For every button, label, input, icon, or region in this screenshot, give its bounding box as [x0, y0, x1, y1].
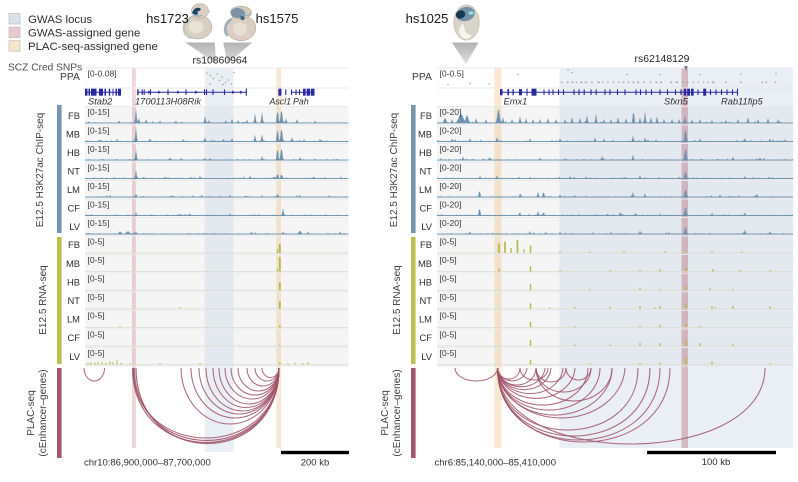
svg-text:MB: MB — [418, 258, 432, 269]
svg-text:PLAC-seq: PLAC-seq — [26, 390, 37, 436]
svg-text:GWAS-assigned gene: GWAS-assigned gene — [28, 27, 140, 39]
svg-text:NT: NT — [68, 166, 81, 177]
svg-text:CF: CF — [68, 332, 81, 343]
svg-text:rs62148129: rs62148129 — [635, 54, 690, 65]
svg-text:SCZ Cred SNPs: SCZ Cred SNPs — [8, 63, 82, 74]
svg-text:FB: FB — [68, 110, 80, 121]
svg-text:[0-5]: [0-5] — [88, 292, 105, 302]
svg-text:(cEnhancer–genes): (cEnhancer–genes) — [38, 369, 49, 456]
svg-text:[0-5]: [0-5] — [440, 329, 457, 339]
svg-text:LV: LV — [421, 351, 433, 362]
svg-text:[0-15]: [0-15] — [88, 125, 110, 135]
svg-text:(cEnhancer–genes): (cEnhancer–genes) — [392, 369, 403, 456]
svg-text:LV: LV — [421, 221, 433, 232]
svg-text:LM: LM — [67, 314, 80, 325]
svg-text:E12.5 H3K27ac ChIP-seq: E12.5 H3K27ac ChIP-seq — [389, 113, 400, 228]
svg-text:HB: HB — [67, 276, 80, 287]
svg-text:[0-15]: [0-15] — [88, 181, 110, 191]
svg-text:[0-15]: [0-15] — [88, 218, 110, 228]
svg-text:NT: NT — [420, 295, 433, 306]
svg-text:chr10:86,900,000–87,700,000: chr10:86,900,000–87,700,000 — [84, 458, 211, 469]
svg-text:LM: LM — [67, 184, 80, 195]
svg-text:[0-5]: [0-5] — [88, 329, 105, 339]
svg-text:LV: LV — [69, 221, 81, 232]
svg-text:MB: MB — [418, 129, 432, 140]
svg-text:[0-20]: [0-20] — [440, 144, 462, 154]
svg-text:Ascl1: Ascl1 — [269, 96, 292, 106]
svg-text:[0-15]: [0-15] — [88, 162, 110, 172]
svg-text:CF: CF — [68, 203, 81, 214]
svg-text:FB: FB — [420, 239, 432, 250]
svg-text:[0-5]: [0-5] — [88, 236, 105, 246]
svg-text:PLAC-seq-assigned gene: PLAC-seq-assigned gene — [28, 41, 158, 53]
svg-text:[0-0.5]: [0-0.5] — [440, 69, 464, 79]
svg-text:[0-20]: [0-20] — [440, 218, 462, 228]
svg-text:MB: MB — [66, 129, 80, 140]
svg-text:[0-15]: [0-15] — [88, 144, 110, 154]
svg-text:1700113H08Rik: 1700113H08Rik — [135, 96, 202, 106]
svg-text:Emx1: Emx1 — [504, 97, 528, 107]
svg-text:Rab11fip5: Rab11fip5 — [721, 97, 764, 107]
svg-text:[0-20]: [0-20] — [440, 181, 462, 191]
svg-text:[0-5]: [0-5] — [440, 255, 457, 265]
svg-text:E12.5 RNA-seq: E12.5 RNA-seq — [38, 265, 49, 334]
svg-text:[0-5]: [0-5] — [440, 236, 457, 246]
svg-text:[0-5]: [0-5] — [88, 255, 105, 265]
svg-text:[0-20]: [0-20] — [440, 199, 462, 209]
svg-text:MB: MB — [66, 258, 80, 269]
svg-text:[0-20]: [0-20] — [440, 107, 462, 117]
svg-text:[0-5]: [0-5] — [440, 311, 457, 321]
svg-text:GWAS locus: GWAS locus — [28, 14, 92, 26]
svg-text:HB: HB — [419, 276, 432, 287]
svg-text:hs1575: hs1575 — [256, 11, 299, 26]
svg-text:chr6:85,140,000–85,410,000: chr6:85,140,000–85,410,000 — [435, 458, 557, 469]
svg-text:[0-5]: [0-5] — [440, 274, 457, 284]
svg-text:[0-5]: [0-5] — [440, 348, 457, 358]
svg-text:LV: LV — [69, 351, 81, 362]
svg-text:[0-20]: [0-20] — [440, 125, 462, 135]
svg-text:NT: NT — [68, 295, 81, 306]
svg-text:HB: HB — [419, 147, 432, 158]
svg-text:[0-5]: [0-5] — [88, 348, 105, 358]
svg-text:FB: FB — [420, 110, 432, 121]
svg-text:100 kb: 100 kb — [702, 457, 731, 468]
svg-text:hs1723: hs1723 — [146, 11, 189, 26]
svg-text:E12.5 RNA-seq: E12.5 RNA-seq — [392, 265, 403, 334]
svg-text:CF: CF — [420, 332, 433, 343]
svg-text:PPA: PPA — [60, 72, 80, 83]
svg-text:200 kb: 200 kb — [301, 458, 330, 469]
svg-text:CF: CF — [420, 203, 433, 214]
svg-text:[0-15]: [0-15] — [88, 199, 110, 209]
svg-text:[0-20]: [0-20] — [440, 162, 462, 172]
svg-text:PPA: PPA — [412, 72, 432, 83]
svg-text:LM: LM — [419, 184, 432, 195]
svg-text:PLAC-seq: PLAC-seq — [380, 390, 391, 436]
svg-text:rs10860964: rs10860964 — [193, 56, 248, 67]
svg-text:E12.5 H3K27ac ChIP-seq: E12.5 H3K27ac ChIP-seq — [35, 113, 46, 228]
svg-text:LM: LM — [419, 314, 432, 325]
svg-text:NT: NT — [420, 166, 433, 177]
svg-text:[0-5]: [0-5] — [440, 292, 457, 302]
svg-text:[0-15]: [0-15] — [88, 107, 110, 117]
svg-text:Pah: Pah — [293, 96, 309, 106]
svg-text:[0-5]: [0-5] — [88, 311, 105, 321]
svg-text:HB: HB — [67, 147, 80, 158]
svg-text:Stab2: Stab2 — [88, 96, 113, 106]
svg-text:FB: FB — [68, 239, 80, 250]
svg-text:hs1025: hs1025 — [406, 11, 449, 26]
svg-text:[0-0.08]: [0-0.08] — [88, 69, 117, 79]
svg-text:[0-5]: [0-5] — [88, 274, 105, 284]
svg-text:Sfxn5: Sfxn5 — [664, 97, 689, 107]
